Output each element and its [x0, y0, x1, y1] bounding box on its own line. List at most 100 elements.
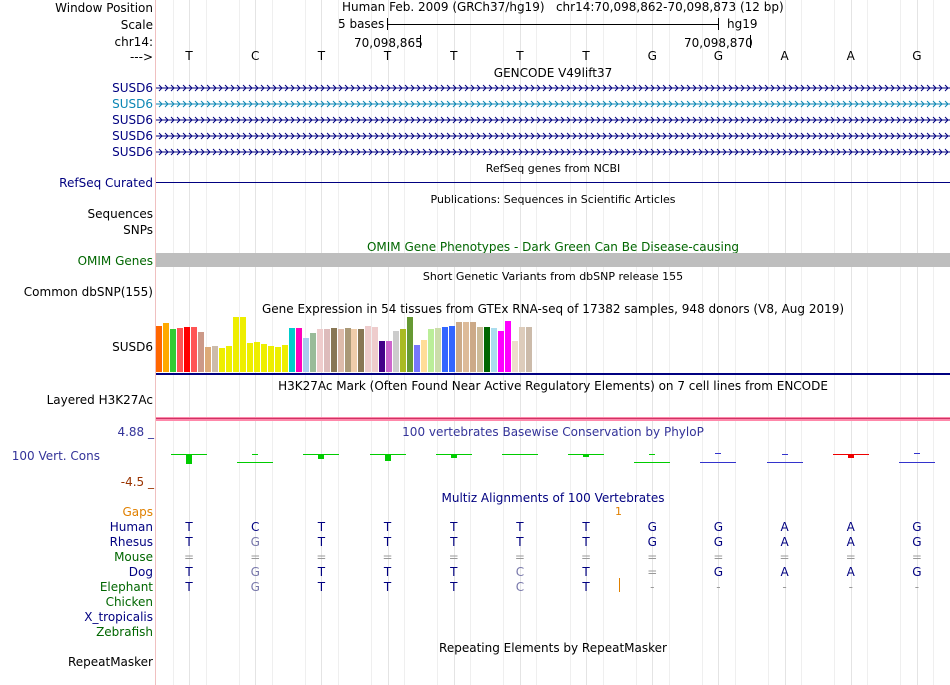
dbsnp-track-label[interactable]: Common dbSNP(155) [23, 285, 153, 299]
omim-gene-bar[interactable] [156, 253, 950, 267]
multiz-base: T [383, 565, 392, 579]
gtex-tissue-bar[interactable] [169, 329, 176, 372]
multiz-species-label[interactable]: Mouse [114, 550, 153, 564]
gencode-transcript-label[interactable]: SUSD6 [112, 81, 153, 95]
gtex-tissue-bar[interactable] [519, 327, 526, 372]
phylop-score-bar[interactable] [516, 454, 523, 455]
gtex-tissue-bar[interactable] [183, 327, 190, 372]
h3k27ac-track-label[interactable]: Layered H3K27Ac [46, 393, 153, 407]
omim-track-label[interactable]: OMIM Genes [77, 254, 153, 268]
gtex-tissue-bar[interactable] [442, 327, 449, 372]
gtex-tissue-bar[interactable] [162, 323, 169, 372]
gtex-tissue-bar[interactable] [351, 329, 358, 372]
gtex-tissue-bar[interactable] [309, 333, 316, 372]
grid-line [586, 0, 587, 685]
gtex-tissue-bar[interactable] [232, 317, 239, 372]
phylop-track-label[interactable]: 100 Vert. Cons [11, 449, 100, 463]
phylop-score-bar[interactable] [384, 454, 391, 461]
gtex-tissue-bar[interactable] [274, 347, 281, 372]
gtex-tissue-bar[interactable] [218, 348, 225, 372]
phylop-score-bar[interactable] [913, 453, 920, 454]
gencode-transcript-label[interactable]: SUSD6 [112, 145, 153, 159]
multiz-species-label[interactable]: Elephant [99, 580, 153, 594]
gencode-transcript-line[interactable] [156, 131, 950, 141]
gtex-tissue-bar[interactable] [393, 331, 400, 372]
gtex-tissue-bar[interactable] [281, 345, 288, 372]
phylop-score-bar[interactable] [649, 454, 656, 455]
gtex-tissue-bar[interactable] [337, 329, 344, 372]
gtex-tissue-bar[interactable] [484, 327, 491, 372]
multiz-species-label[interactable]: Zebrafish [96, 625, 153, 639]
gtex-tissue-bar[interactable] [358, 329, 365, 372]
gtex-tissue-bar[interactable] [428, 329, 435, 372]
gtex-tissue-bar[interactable] [379, 341, 386, 372]
gtex-tissue-bar[interactable] [156, 326, 162, 372]
gtex-tissue-bar[interactable] [176, 328, 183, 372]
gencode-transcript-line[interactable] [156, 115, 950, 125]
phylop-score-bar[interactable] [318, 454, 325, 459]
gtex-tissue-bar[interactable] [435, 328, 442, 372]
phylop-score-bar[interactable] [450, 454, 457, 458]
multiz-base: T [317, 565, 326, 579]
gencode-transcript-label[interactable]: SUSD6 [112, 97, 153, 111]
gtex-tissue-bar[interactable] [386, 341, 393, 372]
multiz-species-label[interactable]: Rhesus [109, 535, 153, 549]
multiz-species-label[interactable]: Dog [128, 565, 153, 579]
gtex-tissue-bar[interactable] [470, 322, 477, 372]
phylop-score-bar[interactable] [715, 453, 722, 454]
gtex-tissue-bar[interactable] [505, 321, 512, 372]
gtex-tissue-bar[interactable] [407, 317, 414, 372]
refseq-gene-line[interactable] [156, 182, 950, 183]
repeatmasker-track-label[interactable]: RepeatMasker [67, 655, 153, 669]
gencode-transcript-line[interactable] [156, 83, 950, 93]
phylop-score-bar[interactable] [186, 454, 193, 464]
gtex-tissue-bar[interactable] [498, 331, 505, 372]
gtex-tissue-bar[interactable] [414, 345, 421, 372]
gencode-transcript-label[interactable]: SUSD6 [112, 129, 153, 143]
gtex-tissue-bar[interactable] [225, 346, 232, 372]
gtex-tissue-bar[interactable] [421, 340, 428, 372]
phylop-score-bar[interactable] [781, 454, 788, 455]
gtex-tissue-bar[interactable] [323, 329, 330, 372]
gencode-transcript-label[interactable]: SUSD6 [112, 113, 153, 127]
gtex-tissue-bar[interactable] [330, 328, 337, 372]
phylop-score-bar[interactable] [847, 454, 854, 458]
gtex-tissue-bar[interactable] [253, 342, 260, 372]
multiz-species-label[interactable]: X_tropicalis [84, 610, 153, 624]
gtex-tissue-bar[interactable] [491, 328, 498, 372]
gtex-tissue-bar[interactable] [246, 343, 253, 372]
gencode-transcript-line[interactable] [156, 99, 950, 109]
gtex-tissue-bar[interactable] [463, 322, 470, 372]
gtex-tissue-bar[interactable] [344, 328, 351, 372]
gtex-tissue-bar[interactable] [449, 326, 456, 372]
gtex-tissue-bar[interactable] [204, 347, 211, 372]
gtex-tissue-bar[interactable] [267, 346, 274, 372]
gtex-tissue-bar[interactable] [400, 329, 407, 372]
gtex-tissue-bar[interactable] [365, 326, 372, 372]
refseq-track-label[interactable]: RefSeq Curated [59, 176, 153, 190]
gtex-tissue-bar[interactable] [211, 346, 218, 372]
gtex-tissue-bar[interactable] [288, 328, 295, 372]
multiz-species-label[interactable]: Chicken [105, 595, 153, 609]
gtex-tissue-bar[interactable] [302, 338, 309, 372]
sequences-track-label[interactable]: Sequences [87, 207, 153, 221]
gencode-transcript-line[interactable] [156, 147, 950, 157]
gtex-track-label[interactable]: SUSD6 [112, 340, 153, 354]
gtex-tissue-bar[interactable] [512, 341, 519, 372]
gtex-tissue-bar[interactable] [316, 329, 323, 372]
gtex-tissue-bar[interactable] [190, 327, 197, 372]
snps-track-label[interactable]: SNPs [123, 223, 153, 237]
h3k27ac-signal[interactable] [156, 417, 950, 421]
gtex-tissue-bar[interactable] [477, 327, 484, 372]
gtex-tissue-bar[interactable] [456, 322, 463, 372]
gtex-tissue-bar[interactable] [260, 344, 267, 372]
multiz-species-label[interactable]: Human [109, 520, 153, 534]
gtex-tissue-bar[interactable] [197, 332, 204, 372]
gtex-tissue-bar[interactable] [239, 317, 246, 372]
gtex-tissue-bar[interactable] [526, 327, 533, 372]
phylop-score-bar[interactable] [583, 454, 590, 457]
phylop-score-bar[interactable] [252, 454, 259, 455]
gtex-tissue-bar[interactable] [372, 327, 379, 372]
gtex-tissue-bar[interactable] [295, 328, 302, 372]
